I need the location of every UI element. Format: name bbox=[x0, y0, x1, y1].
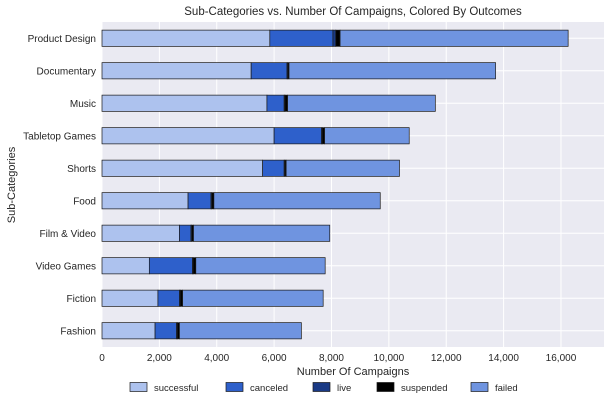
bar-segment-canceled bbox=[262, 159, 285, 177]
x-tick-label: 0 bbox=[99, 353, 105, 364]
x-tick-label: 12,000 bbox=[431, 353, 462, 364]
x-tick-label: 14,000 bbox=[488, 353, 519, 364]
bar-segment-successful bbox=[101, 322, 156, 340]
bar-segment-suspended bbox=[335, 29, 341, 47]
bar-segment-canceled bbox=[266, 94, 285, 112]
bar-segment-canceled bbox=[179, 224, 192, 242]
x-tick-label: 4,000 bbox=[204, 353, 229, 364]
bars bbox=[101, 29, 569, 340]
legend-swatch-failed bbox=[470, 382, 489, 392]
bar-segment-successful bbox=[101, 159, 263, 177]
bar-segment-failed bbox=[195, 257, 326, 275]
bar-segment-failed bbox=[339, 29, 569, 47]
chart-title: Sub-Categories vs. Number Of Campaigns, … bbox=[184, 6, 522, 18]
bar-segment-suspended bbox=[192, 257, 197, 275]
bar-segment-failed bbox=[285, 159, 400, 177]
bar-segment-canceled bbox=[250, 62, 288, 80]
bar-segment-successful bbox=[101, 192, 189, 210]
legend-swatch-successful bbox=[129, 382, 148, 392]
bar-segment-failed bbox=[193, 224, 331, 242]
bar-segment-failed bbox=[324, 127, 410, 145]
bar-segment-failed bbox=[288, 62, 496, 80]
y-axis-label: Sub-Categories bbox=[6, 146, 18, 223]
bar-segment-successful bbox=[101, 224, 180, 242]
bar-segment-canceled bbox=[157, 289, 180, 307]
x-tick-label: 16,000 bbox=[546, 353, 577, 364]
bar-segment-successful bbox=[101, 29, 271, 47]
legend: successful canceled live suspended failed bbox=[129, 382, 518, 394]
legend-swatch-live bbox=[312, 382, 331, 392]
y-tick-label: Food bbox=[73, 196, 96, 207]
bar-segment-live bbox=[332, 29, 337, 47]
bar-segment-failed bbox=[179, 322, 302, 340]
y-tick-label: Tabletop Games bbox=[23, 131, 96, 142]
bar-segment-failed bbox=[182, 289, 324, 307]
bar-segment-failed bbox=[287, 94, 436, 112]
x-tick-label: 2,000 bbox=[147, 353, 172, 364]
legend-label-successful: successful bbox=[154, 383, 198, 394]
y-tick-label: Film & Video bbox=[39, 229, 96, 240]
legend-swatch-canceled bbox=[225, 382, 244, 392]
bar-segment-canceled bbox=[148, 257, 193, 275]
bar-segment-suspended bbox=[284, 94, 288, 112]
bar-segment-canceled bbox=[273, 127, 322, 145]
y-tick-label: Product Design bbox=[28, 34, 96, 45]
x-axis-label: Number Of Campaigns bbox=[297, 366, 410, 378]
legend-label-failed: failed bbox=[495, 383, 518, 394]
legend-label-canceled: canceled bbox=[250, 383, 288, 394]
bar-segment-failed bbox=[213, 192, 381, 210]
y-tick-label: Video Games bbox=[36, 261, 96, 272]
y-tick-label: Documentary bbox=[37, 66, 96, 77]
bar-segment-successful bbox=[101, 289, 159, 307]
y-tick-label: Shorts bbox=[67, 164, 96, 175]
bar-segment-successful bbox=[101, 62, 252, 80]
x-tick-label: 6,000 bbox=[262, 353, 287, 364]
bar-segment-canceled bbox=[154, 322, 177, 340]
bar-segment-canceled bbox=[269, 29, 334, 47]
legend-label-live: live bbox=[337, 383, 351, 394]
y-tick-label: Fashion bbox=[60, 326, 96, 337]
legend-swatch-suspended bbox=[376, 382, 395, 392]
bar-segment-successful bbox=[101, 94, 268, 112]
y-tick-label: Fiction bbox=[67, 294, 96, 305]
x-tick-label: 10,000 bbox=[374, 353, 405, 364]
axis-ticks: 0 2,000 4,000 6,000 8,000 10,000 12,000 14,000 1… bbox=[23, 34, 577, 364]
bar-segment-successful bbox=[101, 127, 275, 145]
bar-segment-canceled bbox=[187, 192, 212, 210]
y-tick-label: Music bbox=[70, 99, 96, 110]
bar-segment-successful bbox=[101, 257, 150, 275]
x-tick-label: 8,000 bbox=[319, 353, 344, 364]
legend-label-suspended: suspended bbox=[401, 383, 447, 394]
